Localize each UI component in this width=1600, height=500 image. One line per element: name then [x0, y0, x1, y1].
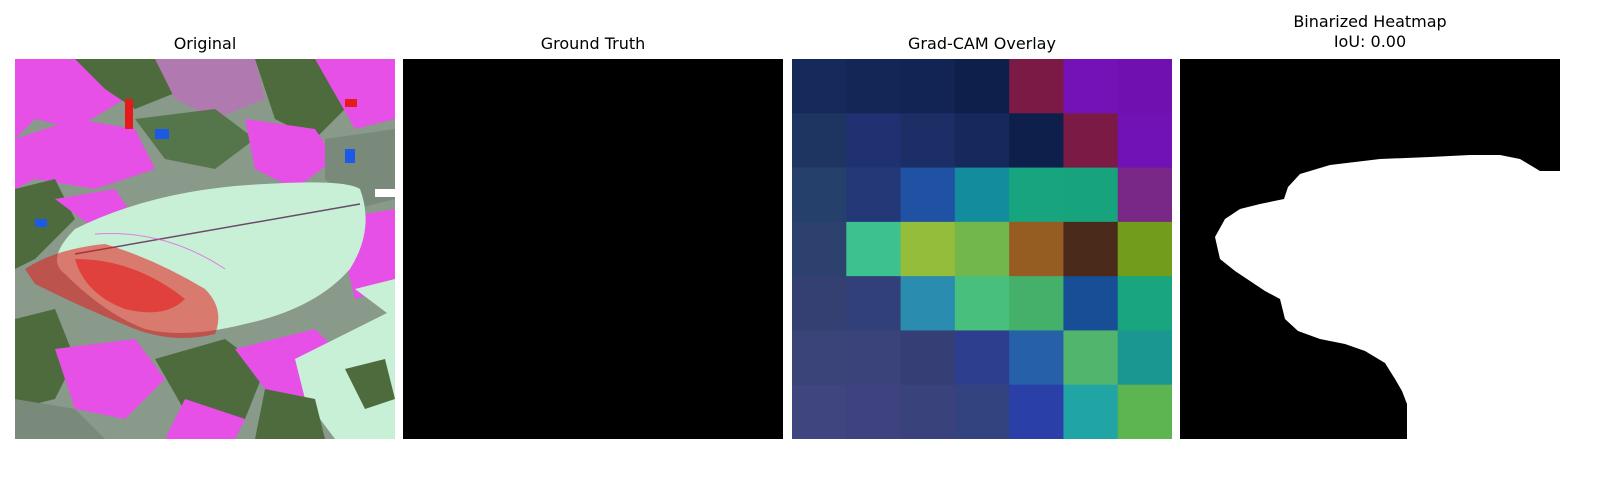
gradcam-cell	[1009, 384, 1064, 439]
ground-truth-mask	[403, 59, 783, 439]
gradcam-cell	[1009, 330, 1064, 386]
gradcam-grid	[792, 59, 1172, 439]
gradcam-cell	[792, 384, 847, 439]
gradcam-cell	[900, 221, 956, 277]
gradcam-cell	[846, 167, 902, 223]
gradcam-cell	[900, 384, 956, 439]
gradcam-cell	[846, 276, 902, 331]
gradcam-cell	[792, 221, 847, 277]
gradcam-cell	[1063, 330, 1119, 386]
gradcam-cell	[1063, 167, 1119, 223]
gradcam-cell	[954, 59, 1010, 114]
gradcam-cell	[1009, 113, 1064, 169]
gradcam-cell	[954, 276, 1010, 331]
gradcam-cell	[792, 59, 847, 114]
gradcam-cell	[954, 167, 1010, 223]
panel-title: Original	[173, 34, 237, 53]
gradcam-cell	[846, 113, 902, 169]
gradcam-cell	[1009, 276, 1064, 331]
gradcam-cell	[1117, 113, 1172, 169]
gradcam-cell	[1063, 384, 1119, 439]
gradcam-cell	[1117, 330, 1172, 386]
gradcam-cell	[900, 330, 956, 386]
gradcam-cell	[792, 113, 847, 169]
gradcam-cell	[1009, 221, 1064, 277]
gradcam-heatmap	[792, 59, 1172, 439]
gradcam-cell	[954, 330, 1010, 386]
gradcam-cell	[954, 113, 1010, 169]
gradcam-cell	[1063, 276, 1119, 331]
gradcam-cell	[1009, 167, 1064, 223]
gradcam-cell	[1063, 113, 1119, 169]
gradcam-cell	[792, 167, 847, 223]
gradcam-cell	[900, 113, 956, 169]
gradcam-cell	[846, 330, 902, 386]
gradcam-cell	[846, 59, 902, 114]
panel-title: Ground Truth	[540, 34, 646, 53]
gradcam-cell	[1117, 221, 1172, 277]
gradcam-cell	[900, 276, 956, 331]
gradcam-cell	[1063, 59, 1119, 114]
gradcam-cell	[846, 221, 902, 277]
gradcam-cell	[1009, 59, 1064, 114]
panel-title: Binarized Heatmap IoU: 0.00	[1180, 12, 1560, 52]
gradcam-cell	[1117, 59, 1172, 114]
panel-title-text: Binarized Heatmap	[1293, 12, 1447, 31]
gradcam-cell	[900, 59, 956, 114]
gradcam-cell	[1117, 384, 1172, 439]
binarized-mask	[1180, 59, 1560, 439]
gradcam-cell	[900, 167, 956, 223]
gradcam-cell	[954, 221, 1010, 277]
panel-binarized-heatmap: Binarized Heatmap IoU: 0.00	[1180, 0, 1560, 500]
mask-region	[1215, 155, 1560, 439]
panel-title: Grad-CAM Overlay	[908, 34, 1056, 53]
gradcam-cell	[1117, 167, 1172, 223]
panel-ground-truth: Ground Truth	[403, 0, 783, 500]
iou-label: IoU: 0.00	[1333, 32, 1407, 51]
gradcam-cell	[792, 276, 847, 331]
original-image	[15, 59, 395, 439]
gradcam-cell	[1117, 276, 1172, 331]
gradcam-cell	[846, 384, 902, 439]
gradcam-cell	[954, 384, 1010, 439]
gradcam-cell	[1063, 221, 1119, 277]
panel-gradcam-overlay: Grad-CAM Overlay	[792, 0, 1172, 500]
gradcam-cell	[792, 330, 847, 386]
panel-original: Original	[15, 0, 395, 500]
